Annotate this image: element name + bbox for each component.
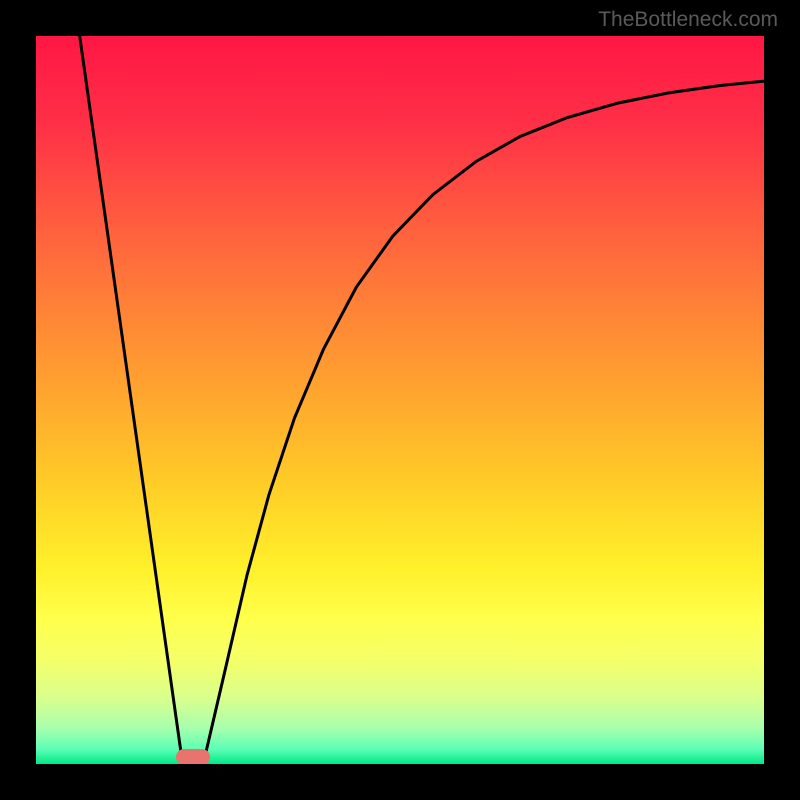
border-left bbox=[0, 0, 36, 800]
chart-container: TheBottleneck.com bbox=[0, 0, 800, 800]
plot-area bbox=[36, 36, 764, 764]
optimal-marker bbox=[176, 749, 210, 764]
watermark-text: TheBottleneck.com bbox=[598, 8, 778, 32]
border-right bbox=[764, 0, 800, 800]
bottleneck-curve bbox=[36, 36, 764, 764]
curve-path bbox=[80, 36, 764, 757]
border-bottom bbox=[0, 764, 800, 800]
